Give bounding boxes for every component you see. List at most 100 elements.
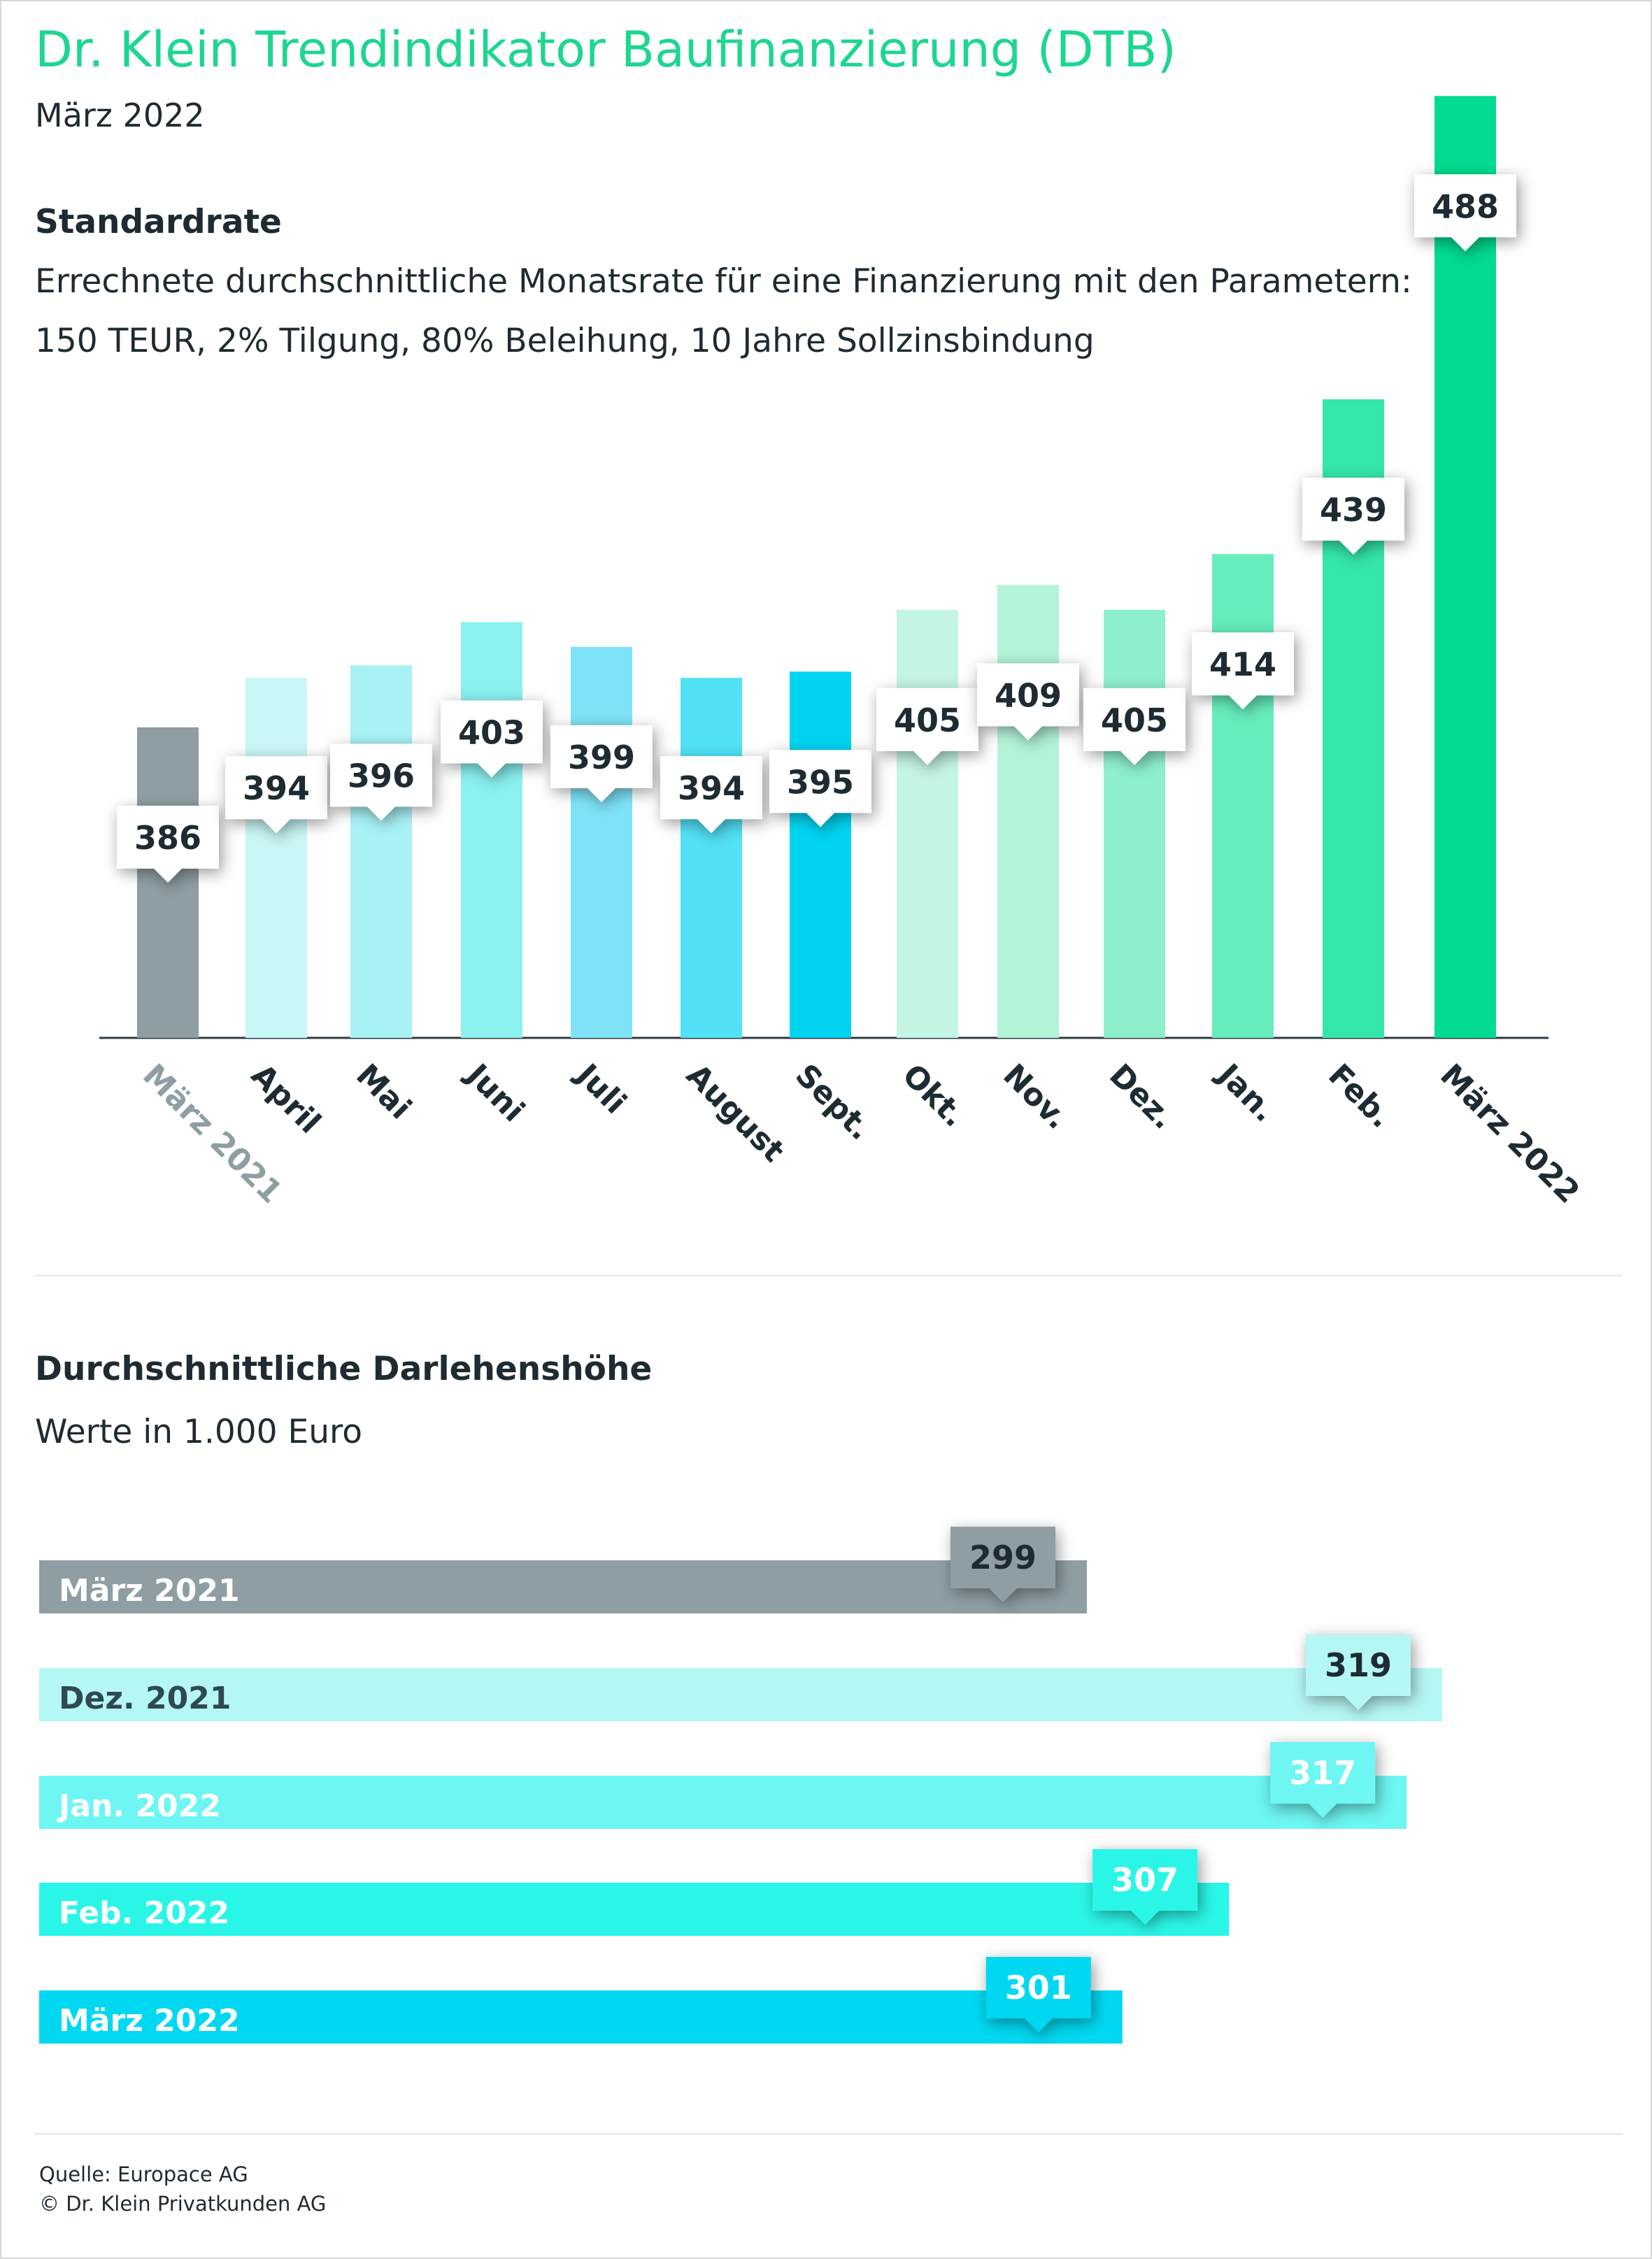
value-label-april [225,756,327,834]
x-tick-nov: Nov. [996,1057,1075,1136]
value-text-nov: 409 [995,676,1062,714]
value-text-mai: 396 [348,757,415,795]
value-text-okt: 405 [894,701,961,739]
value-text-maerz-2021: 386 [134,819,201,857]
value-text-dez: 405 [1101,701,1168,739]
hbar-value-text-maerz-2022: 301 [1005,1969,1072,2007]
x-tick-mai: Mai [349,1057,418,1127]
page-subtitle: März 2022 [35,97,205,134]
bar-dez [1104,609,1165,1038]
value-label-maerz-2022 [1414,174,1516,252]
value-callout-okt [876,687,978,765]
x-tick-sept: Sept. [788,1057,878,1148]
x-tick-feb: Feb. [1321,1057,1399,1135]
standardrate-description-2: 150 TEUR, 2% Tilgung, 80% Beleihung, 10 … [35,322,1095,360]
copyright-note: © Dr. Klein Privatkunden AG [39,2192,327,2216]
hbar-category-jan-2022: Jan. 2022 [57,1788,221,1824]
bar-april [245,678,307,1038]
value-text-sept: 395 [787,763,854,801]
hbar-maerz-2021 [39,1560,1087,1613]
page-title: Dr. Klein Trendindikator Baufinanzierung… [35,21,1176,78]
value-callout-mai [330,743,432,821]
value-text-juli: 399 [568,739,635,776]
value-callout-maerz-2021 [117,806,219,883]
bar-juli [571,646,632,1038]
x-tick-august: August [679,1057,791,1169]
hbar-value-label-feb-2022 [1092,1849,1198,1925]
value-label-sept [769,750,871,827]
value-label-juli [550,725,653,802]
hbar-value-callout-dez-2021 [1306,1634,1411,1710]
value-text-april: 394 [243,769,310,807]
value-callout-dez [1083,687,1185,765]
section-divider [35,1275,1623,1276]
x-tick-juni: Juni [458,1056,532,1130]
standardrate-heading: Standardrate [35,203,282,241]
hbar-jan-2022 [39,1776,1407,1829]
x-tick-dez: Dez. [1102,1057,1181,1136]
hbar-value-callout-feb-2022 [1092,1849,1198,1925]
source-note: Quelle: Europace AG [39,2162,248,2186]
value-callout-nov [977,663,1079,741]
bar-mai [350,665,412,1038]
value-callout-maerz-2022 [1414,174,1516,252]
value-text-feb: 439 [1320,491,1387,529]
hbar-value-callout-jan-2022 [1270,1742,1376,1818]
hbar-value-text-feb-2022: 307 [1111,1861,1179,1899]
hbar-value-callout-maerz-2022 [985,1957,1091,2032]
value-label-okt [876,687,978,765]
value-callout-juli [550,725,653,802]
hbar-value-text-jan-2022: 317 [1289,1754,1356,1792]
hbar-category-dez-2021: Dez. 2021 [59,1681,231,1716]
hbar-dez-2021 [39,1668,1442,1721]
bar-jan [1212,554,1274,1038]
value-text-jan: 414 [1209,646,1276,683]
value-callout-juni [441,700,543,778]
hbar-category-maerz-2022: März 2022 [59,2003,240,2039]
hbar-value-label-maerz-2022 [985,1957,1091,2032]
hbar-feb-2022 [39,1883,1230,1936]
value-label-mai [330,743,432,821]
value-label-juni [441,700,543,778]
value-label-feb [1302,477,1404,555]
hbar-category-maerz-2021: März 2021 [59,1573,240,1609]
standardrate-description-1: Errechnete durchschnittliche Monatsrate … [35,262,1412,301]
x-tick-april: April [244,1057,327,1141]
value-text-august: 394 [678,769,745,807]
x-tick-maerz-2022: März 2022 [1433,1057,1586,1211]
value-text-maerz-2022: 488 [1432,187,1499,225]
darlehen-subtitle: Werte in 1.000 Euro [35,1413,363,1451]
bar-sept [790,671,851,1038]
hbar-category-feb-2022: Feb. 2022 [59,1895,229,1931]
value-callout-april [225,756,327,834]
value-label-maerz-2021 [117,806,219,883]
hbar-value-label-dez-2021 [1306,1634,1411,1710]
bar-august [681,678,742,1038]
value-callout-sept [769,750,871,827]
x-tick-okt: Okt. [895,1057,972,1134]
hbar-value-callout-maerz-2021 [950,1527,1055,1602]
value-label-nov [977,663,1079,741]
value-label-dez [1083,687,1185,765]
x-tick-juli: Juli [568,1056,633,1121]
footer-divider [35,2133,1623,2135]
x-tick-jan: Jan. [1209,1056,1283,1130]
value-label-august [660,756,762,834]
value-callout-august [660,756,762,834]
value-callout-feb [1302,477,1404,555]
bar-juni [461,622,522,1038]
value-text-juni: 403 [458,714,525,752]
bar-okt [897,609,958,1038]
hbar-value-text-maerz-2021: 299 [969,1539,1037,1576]
hbar-value-label-jan-2022 [1270,1742,1376,1818]
value-label-jan [1192,632,1294,710]
hbar-value-label-maerz-2021 [950,1527,1055,1602]
bar-maerz-2022 [1434,96,1496,1038]
hbar-value-text-dez-2021: 319 [1325,1646,1392,1684]
bar-nov [997,585,1059,1038]
darlehen-heading: Durchschnittliche Darlehenshöhe [35,1350,653,1388]
hbar-maerz-2022 [39,1990,1123,2044]
value-callout-jan [1192,632,1294,710]
